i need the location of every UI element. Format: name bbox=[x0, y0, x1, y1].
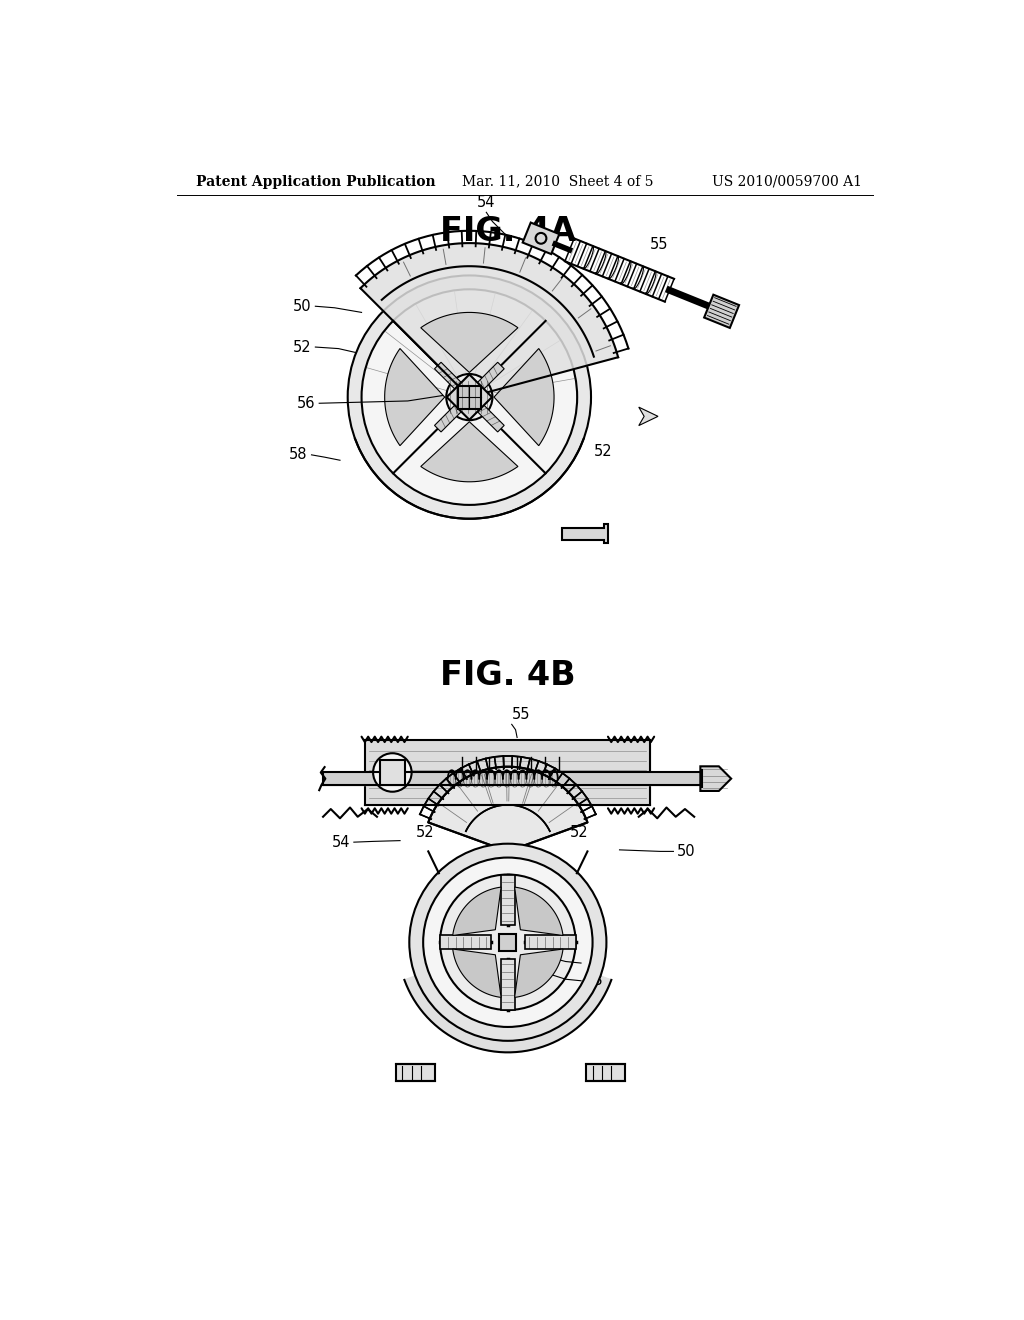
Circle shape bbox=[373, 754, 412, 792]
Bar bbox=[380, 760, 404, 785]
Text: 58: 58 bbox=[289, 447, 307, 462]
Polygon shape bbox=[494, 348, 554, 446]
Polygon shape bbox=[524, 936, 575, 949]
Circle shape bbox=[361, 289, 578, 506]
Polygon shape bbox=[428, 767, 588, 851]
Text: 54: 54 bbox=[332, 834, 350, 850]
Text: 56: 56 bbox=[585, 956, 603, 970]
Text: FIG. 4B: FIG. 4B bbox=[440, 660, 575, 693]
Polygon shape bbox=[477, 362, 504, 389]
Polygon shape bbox=[477, 405, 504, 432]
Polygon shape bbox=[434, 362, 462, 389]
Polygon shape bbox=[705, 294, 739, 327]
Polygon shape bbox=[587, 1064, 625, 1081]
Polygon shape bbox=[501, 875, 515, 925]
Polygon shape bbox=[366, 739, 650, 805]
Polygon shape bbox=[522, 223, 559, 253]
Text: 52: 52 bbox=[569, 825, 588, 840]
Text: 54: 54 bbox=[477, 195, 496, 210]
Circle shape bbox=[423, 858, 593, 1027]
Polygon shape bbox=[562, 524, 608, 544]
Polygon shape bbox=[421, 313, 518, 372]
Polygon shape bbox=[639, 407, 658, 425]
Text: 52: 52 bbox=[293, 339, 311, 355]
Polygon shape bbox=[385, 348, 444, 446]
Bar bbox=[458, 385, 481, 409]
Polygon shape bbox=[360, 243, 618, 397]
Polygon shape bbox=[515, 887, 563, 936]
Polygon shape bbox=[440, 936, 490, 949]
Polygon shape bbox=[700, 767, 731, 791]
Polygon shape bbox=[396, 1064, 435, 1081]
Polygon shape bbox=[323, 772, 716, 785]
Text: Patent Application Publication: Patent Application Publication bbox=[196, 174, 435, 189]
Text: 50: 50 bbox=[293, 298, 311, 314]
Text: 50: 50 bbox=[677, 843, 696, 859]
Circle shape bbox=[410, 843, 606, 1040]
Polygon shape bbox=[404, 975, 611, 1052]
Polygon shape bbox=[453, 887, 501, 936]
Text: 52: 52 bbox=[594, 444, 612, 458]
Text: US 2010/0059700 A1: US 2010/0059700 A1 bbox=[712, 174, 862, 189]
Text: 55: 55 bbox=[650, 238, 669, 252]
Text: 58: 58 bbox=[585, 973, 603, 989]
Circle shape bbox=[348, 276, 591, 519]
Polygon shape bbox=[453, 949, 501, 998]
Text: 56: 56 bbox=[297, 396, 315, 411]
Text: 55: 55 bbox=[512, 708, 530, 722]
Polygon shape bbox=[446, 375, 492, 420]
Text: Mar. 11, 2010  Sheet 4 of 5: Mar. 11, 2010 Sheet 4 of 5 bbox=[462, 174, 653, 189]
Polygon shape bbox=[421, 422, 518, 482]
Bar bbox=[500, 933, 516, 950]
Text: FIG. 4A: FIG. 4A bbox=[440, 215, 575, 248]
Polygon shape bbox=[501, 960, 515, 1010]
Text: 52: 52 bbox=[416, 825, 435, 840]
Polygon shape bbox=[434, 405, 462, 432]
Polygon shape bbox=[428, 767, 588, 851]
Circle shape bbox=[440, 875, 575, 1010]
Circle shape bbox=[446, 374, 493, 420]
Polygon shape bbox=[515, 949, 563, 998]
